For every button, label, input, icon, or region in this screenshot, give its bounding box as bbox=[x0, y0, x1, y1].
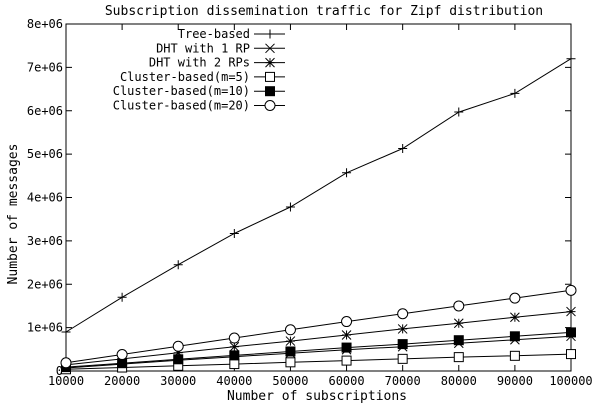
legend-entry: DHT with 1 RP bbox=[156, 41, 285, 55]
y-tick-label: 2e+06 bbox=[27, 277, 63, 291]
data-point bbox=[229, 229, 239, 239]
series-group bbox=[60, 54, 577, 375]
data-point bbox=[565, 284, 577, 296]
x-tick-label: 30000 bbox=[160, 374, 196, 388]
legend-label: Cluster-based(m=20) bbox=[113, 99, 250, 113]
data-point bbox=[398, 143, 408, 153]
data-point bbox=[229, 359, 240, 370]
series-line bbox=[65, 331, 572, 368]
series-6 bbox=[60, 284, 577, 369]
series-3 bbox=[61, 306, 576, 370]
data-point bbox=[453, 352, 464, 363]
data-point bbox=[173, 347, 184, 358]
x-tick-label: 80000 bbox=[441, 374, 477, 388]
data-point bbox=[117, 358, 128, 369]
x-tick-label: 100000 bbox=[549, 374, 592, 388]
data-point bbox=[453, 300, 465, 312]
x-tick-label: 10000 bbox=[48, 374, 84, 388]
axis-ticks: 0 1e+06 2e+06 3e+06 4e+06 5e+06 6e+06 7e+06 8e+0… bbox=[27, 17, 593, 388]
data-point bbox=[229, 350, 240, 361]
legend-label: DHT with 1 RP bbox=[156, 41, 250, 55]
y-tick-label: 4e+06 bbox=[27, 191, 63, 205]
data-point bbox=[229, 341, 240, 352]
x-tick-label: 50000 bbox=[272, 374, 308, 388]
data-point bbox=[453, 318, 464, 329]
data-point bbox=[454, 107, 464, 117]
data-point bbox=[342, 168, 352, 178]
data-point bbox=[397, 324, 408, 334]
legend-entry: Cluster-based(m=5) bbox=[120, 70, 285, 84]
data-point bbox=[566, 327, 576, 338]
y-axis-label: Number of messages bbox=[6, 144, 21, 285]
series-5 bbox=[61, 327, 576, 373]
legend-label: Cluster-based(m=5) bbox=[120, 70, 250, 84]
x-tick-label: 70000 bbox=[385, 374, 421, 388]
data-point bbox=[117, 292, 127, 302]
data-point bbox=[116, 349, 128, 361]
data-point bbox=[566, 54, 576, 64]
series-line bbox=[65, 353, 572, 370]
data-point bbox=[228, 332, 240, 344]
data-point bbox=[397, 353, 408, 364]
data-point bbox=[173, 260, 183, 270]
y-tick-label: 5e+06 bbox=[27, 147, 63, 161]
y-tick-label: 8e+06 bbox=[27, 17, 63, 31]
x-tick-label: 20000 bbox=[104, 374, 140, 388]
data-point bbox=[285, 346, 296, 357]
y-tick-label: 1e+06 bbox=[27, 321, 63, 335]
y-tick-label: 0 bbox=[56, 364, 63, 378]
legend-marker bbox=[265, 57, 275, 68]
series-line bbox=[65, 58, 572, 333]
data-point bbox=[341, 355, 352, 366]
x-tick-label: 60000 bbox=[328, 374, 364, 388]
chart-title: Subscription dissemination traffic for Z… bbox=[105, 4, 543, 19]
y-tick-label: 6e+06 bbox=[27, 104, 63, 118]
data-point bbox=[61, 327, 71, 337]
legend-entry: Cluster-based(m=20) bbox=[113, 99, 285, 113]
legend-label: Cluster-based(m=10) bbox=[113, 84, 250, 98]
data-point bbox=[453, 335, 464, 346]
data-point bbox=[285, 202, 295, 212]
y-tick-label: 3e+06 bbox=[27, 234, 63, 248]
x-tick-label: 40000 bbox=[216, 374, 252, 388]
data-point bbox=[60, 357, 72, 369]
series-line bbox=[65, 335, 572, 369]
data-point bbox=[397, 308, 409, 320]
data-point bbox=[397, 339, 408, 350]
data-point bbox=[566, 306, 576, 317]
legend-entry: Tree-based bbox=[178, 27, 285, 41]
data-point bbox=[341, 342, 352, 353]
data-point bbox=[284, 324, 296, 336]
legend-label: DHT with 2 RPs bbox=[149, 56, 250, 70]
legend-marker bbox=[265, 29, 275, 39]
data-point bbox=[510, 88, 520, 98]
legend-entry: DHT with 2 RPs bbox=[149, 56, 285, 70]
data-point bbox=[341, 316, 353, 328]
legend-marker bbox=[264, 100, 276, 111]
data-point bbox=[510, 312, 520, 323]
data-point bbox=[509, 331, 520, 342]
data-point bbox=[509, 350, 520, 361]
data-point bbox=[285, 336, 296, 346]
data-point bbox=[173, 354, 184, 365]
data-point bbox=[341, 330, 352, 340]
y-tick-label: 7e+06 bbox=[27, 60, 63, 74]
legend-marker bbox=[265, 71, 275, 82]
data-point bbox=[509, 292, 521, 304]
data-point bbox=[172, 340, 184, 352]
series-1 bbox=[61, 54, 576, 337]
series-line bbox=[65, 311, 572, 366]
data-point bbox=[566, 349, 576, 360]
legend-marker bbox=[265, 86, 275, 97]
legend-entry: Cluster-based(m=10) bbox=[113, 84, 285, 98]
data-point bbox=[285, 357, 296, 368]
series-line bbox=[65, 289, 572, 364]
x-axis-label: Number of subscriptions bbox=[227, 389, 407, 404]
x-tick-label: 90000 bbox=[497, 374, 533, 388]
legend-label: Tree-based bbox=[178, 27, 250, 41]
legend-marker bbox=[265, 43, 275, 54]
